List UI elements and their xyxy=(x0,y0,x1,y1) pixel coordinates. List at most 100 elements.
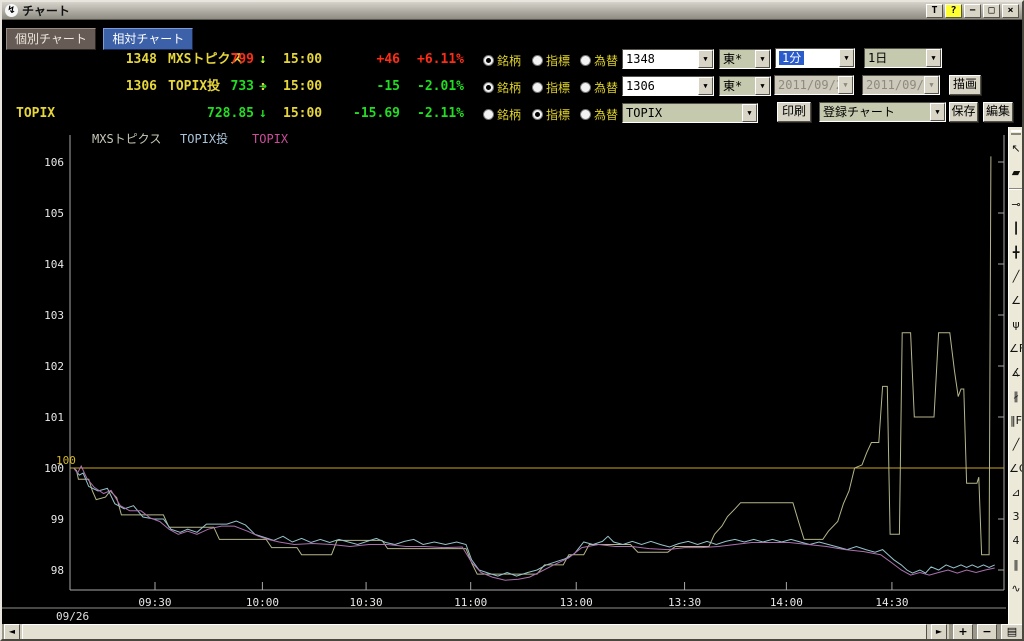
indicator-combo[interactable]: TOPIX ▼ xyxy=(622,103,758,123)
close-button[interactable]: × xyxy=(1002,3,1019,18)
svg-text:10:00: 10:00 xyxy=(246,596,279,609)
chart-canvas[interactable]: 98 99 100 101 102 103 104 105 106 09:30 10:00 10:30… xyxy=(2,127,1006,624)
svg-text:101: 101 xyxy=(44,411,64,424)
chevron-down-icon[interactable]: ▼ xyxy=(755,77,770,95)
radio-fx[interactable]: 為替 xyxy=(580,52,618,69)
parallel-bars-icon[interactable]: ‖ xyxy=(1013,558,1019,571)
registered-chart-combo[interactable]: 登録チャート ▼ xyxy=(819,102,946,122)
scale-menu-button[interactable]: ▤ xyxy=(1001,624,1022,639)
scrollbar-track[interactable] xyxy=(20,624,949,639)
period-combo[interactable]: 1日 ▼ xyxy=(864,48,942,68)
symbol-combo-1[interactable]: 1348 ▼ xyxy=(622,49,714,69)
help-button[interactable]: ? xyxy=(945,3,962,18)
titlebar[interactable]: ↯ チャート T ? − □ × xyxy=(2,2,1022,20)
radio-symbol[interactable]: 銘柄 xyxy=(483,79,521,96)
radio-symbol[interactable]: 銘柄 xyxy=(483,106,521,123)
regression-line-icon[interactable]: ⊿ xyxy=(1011,486,1021,499)
radio-dot[interactable] xyxy=(580,82,591,93)
svg-text:106: 106 xyxy=(44,156,64,169)
svg-text:TOPIX投: TOPIX投 xyxy=(180,131,228,146)
trendline-icon[interactable]: ⊸ xyxy=(1011,198,1021,211)
chevron-down-icon[interactable]: ▼ xyxy=(930,103,945,121)
quote-code: TOPIX xyxy=(16,106,56,121)
svg-text:10:30: 10:30 xyxy=(350,596,383,609)
radio-indicator[interactable]: 指標 xyxy=(532,106,570,123)
quote-row-1306: 1306 TOPIX投 733 →: 15:00 -15 -2.01% xyxy=(2,77,472,97)
radio-symbol[interactable]: 銘柄 xyxy=(483,52,521,69)
radio-dot[interactable] xyxy=(532,55,543,66)
date-from-combo: 2011/09/26▼ xyxy=(774,75,854,95)
quote-change-pct: -2.01% xyxy=(417,79,464,94)
print-button[interactable]: 印刷 xyxy=(777,102,811,122)
parallel-slash-icon[interactable]: ∦ xyxy=(1013,390,1019,403)
quote-name: TOPIX投 xyxy=(168,79,221,94)
svg-text:13:30: 13:30 xyxy=(668,596,701,609)
three-point-icon[interactable]: 3 xyxy=(1012,510,1020,523)
radio-dot[interactable] xyxy=(483,82,494,93)
radio-indicator[interactable]: 指標 xyxy=(532,79,570,96)
tab-relative-chart[interactable]: 相対チャート xyxy=(103,28,194,50)
edit-button[interactable]: 編集 xyxy=(983,102,1013,122)
radio-indicator[interactable]: 指標 xyxy=(532,52,570,69)
maximize-button[interactable]: □ xyxy=(983,3,1000,18)
svg-text:14:00: 14:00 xyxy=(770,596,803,609)
pitchfork-icon[interactable]: ψ xyxy=(1012,318,1020,331)
radio-dot[interactable] xyxy=(483,109,494,120)
fibonacci-fan-icon[interactable]: ∠F xyxy=(1009,342,1024,355)
eraser-icon[interactable]: ▰ xyxy=(1011,166,1021,179)
radio-dot[interactable] xyxy=(580,109,591,120)
quote-row-topix: TOPIX 728.85 ↓ 15:00 -15.69 -2.11% xyxy=(2,104,472,124)
toolbar-grip[interactable] xyxy=(1011,130,1021,135)
cross-lines-icon[interactable]: ╋ xyxy=(1012,246,1020,259)
ray-line-icon[interactable]: ╱ xyxy=(1012,270,1020,283)
radio-dot[interactable] xyxy=(532,82,543,93)
chevron-down-icon[interactable]: ▼ xyxy=(755,50,770,68)
radio-fx[interactable]: 為替 xyxy=(580,79,618,96)
quote-row-1348: 1348 MXSトピクス 799 ↓: 15:00 +46 +6.11% xyxy=(2,50,472,70)
zoom-out-button[interactable]: − xyxy=(977,624,997,639)
zigzag-icon[interactable]: ∿ xyxy=(1011,582,1021,595)
svg-text:105: 105 xyxy=(44,207,64,220)
interval-combo[interactable]: 1分 ▼ xyxy=(775,48,855,68)
svg-text:104: 104 xyxy=(44,258,64,271)
svg-text:TOPIX: TOPIX xyxy=(252,132,289,146)
scroll-left-button[interactable]: ◄ xyxy=(4,624,20,639)
quote-price: 733 xyxy=(230,79,254,94)
chevron-down-icon[interactable]: ▼ xyxy=(926,49,941,67)
radio-fx[interactable]: 為替 xyxy=(580,106,618,123)
chevron-down-icon[interactable]: ▼ xyxy=(698,77,713,95)
vertical-line-icon[interactable]: ┃ xyxy=(1012,222,1020,235)
exchange-combo-2[interactable]: 東* ▼ xyxy=(719,76,771,96)
scrollbar-thumb[interactable] xyxy=(22,624,927,639)
fan-lines-icon[interactable]: ∠ xyxy=(1011,294,1021,307)
save-button[interactable]: 保存 xyxy=(949,102,978,122)
text-button[interactable]: T xyxy=(926,3,943,18)
scroll-right-button[interactable]: ► xyxy=(931,624,947,639)
radio-dot[interactable] xyxy=(532,109,543,120)
svg-text:98: 98 xyxy=(51,564,64,577)
short-ray-icon[interactable]: ╱ xyxy=(1012,438,1020,451)
chevron-down-icon[interactable]: ▼ xyxy=(698,50,713,68)
svg-text:14:30: 14:30 xyxy=(875,596,908,609)
tab-individual-chart[interactable]: 個別チャート xyxy=(6,28,96,50)
drawing-toolbar: ↖ ▰ ⊸ ┃ ╋ ╱ ∠ ψ ∠F ∡ ∦ ‖F ╱ ∠G ⊿ 3 4 ‖ ∿ xyxy=(1008,127,1024,624)
draw-button[interactable]: 描画 xyxy=(949,75,981,95)
pointer-icon[interactable]: ↖ xyxy=(1011,142,1021,155)
zoom-in-button[interactable]: + xyxy=(953,624,973,639)
speed-lines-icon[interactable]: ∡ xyxy=(1011,366,1021,379)
window-title: チャート xyxy=(22,4,70,18)
chevron-down-icon[interactable]: ▼ xyxy=(742,104,757,122)
gann-fan-icon[interactable]: ∠G xyxy=(1009,462,1022,475)
radio-dot[interactable] xyxy=(483,55,494,66)
exchange-combo-1[interactable]: 東* ▼ xyxy=(719,49,771,69)
fibonacci-timezone-icon[interactable]: ‖F xyxy=(1010,414,1022,427)
quote-change: -15 xyxy=(376,79,400,94)
symbol-combo-2[interactable]: 1306 ▼ xyxy=(622,76,714,96)
quote-time: 15:00 xyxy=(283,52,323,67)
minimize-button[interactable]: − xyxy=(964,3,981,18)
chevron-down-icon[interactable]: ▼ xyxy=(839,49,854,67)
quote-name: MXSトピクス xyxy=(168,52,244,67)
svg-text:100: 100 xyxy=(56,454,76,467)
four-point-icon[interactable]: 4 xyxy=(1012,534,1020,547)
radio-dot[interactable] xyxy=(580,55,591,66)
